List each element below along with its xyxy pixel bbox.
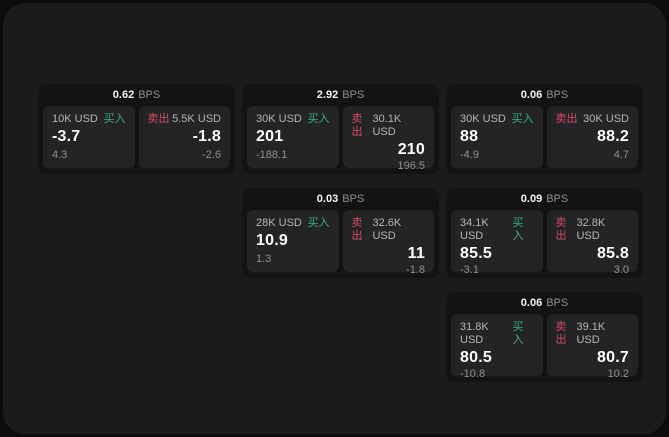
bps-value: 0.09 (520, 193, 543, 205)
buy-panel[interactable]: 30K USD 买入 88 -4.9 (451, 106, 543, 168)
bps-unit: BPS (342, 89, 365, 101)
quote-card[interactable]: 0.06 BPS 31.8K USD 买入 80.5 -10.8 卖出 39.1… (446, 292, 643, 382)
buy-sub-value: 4.3 (52, 149, 68, 161)
buy-side-label: 买入 (103, 113, 126, 125)
buy-side-label: 买入 (512, 321, 524, 346)
sell-side-label: 卖出 (555, 217, 567, 242)
buy-sub-value: -3.1 (460, 264, 479, 276)
buy-panel[interactable]: 34.1K USD 买入 85.5 -3.1 (451, 210, 543, 276)
sell-sub-value: -2.6 (202, 149, 221, 161)
sell-sub-value: 3.0 (613, 264, 629, 276)
buy-side-label: 买入 (307, 217, 330, 229)
sell-side-label: 卖出 (147, 113, 170, 125)
buy-amount: 31.8K USD (460, 321, 489, 346)
buy-amount: 30K USD (256, 113, 302, 125)
buy-price: 85.5 (460, 245, 492, 262)
sell-sub-value: 196.5 (397, 160, 425, 172)
buy-side-label: 买入 (512, 217, 524, 242)
sell-panel[interactable]: 卖出 30K USD 88.2 4.7 (546, 106, 638, 168)
buy-price: -3.7 (52, 128, 81, 145)
sell-amount: 39.1K USD (576, 321, 606, 346)
quote-card[interactable]: 2.92 BPS 30K USD 买入 201 -188.1 卖出 30.1K … (242, 84, 439, 174)
buy-amount: 30K USD (460, 113, 506, 125)
buy-amount: 34.1K USD (460, 217, 489, 242)
buy-amount: 28K USD (256, 217, 302, 229)
buy-panel[interactable]: 28K USD 买入 10.9 1.3 (247, 210, 339, 272)
sell-price: 88.2 (597, 128, 629, 145)
buy-panel[interactable]: 10K USD 买入 -3.7 4.3 (43, 106, 135, 168)
panel-group: 30K USD 买入 201 -188.1 卖出 30.1K USD 210 1… (242, 106, 439, 172)
panel-group: 10K USD 买入 -3.7 4.3 卖出 5.5K USD -1.8 -2.… (38, 106, 235, 168)
buy-price: 80.5 (460, 349, 492, 366)
buy-sub-value: -4.9 (460, 149, 479, 161)
sell-price: -1.8 (192, 128, 221, 145)
sell-amount: 32.8K USD (576, 217, 606, 242)
sell-side-label: 卖出 (555, 113, 578, 125)
bps-value: 2.92 (316, 89, 339, 101)
sell-sub-value: -1.8 (406, 264, 425, 276)
sell-amount: 30K USD (583, 113, 629, 125)
card-header: 2.92 BPS (242, 84, 439, 106)
bps-value: 0.06 (520, 297, 543, 309)
sell-price: 210 (397, 141, 425, 158)
card-header: 0.09 BPS (446, 188, 643, 210)
sell-panel[interactable]: 卖出 39.1K USD 80.7 10.2 (546, 314, 638, 380)
sell-amount: 30.1K USD (372, 113, 402, 138)
bps-value: 0.62 (112, 89, 135, 101)
sell-panel[interactable]: 卖出 30.1K USD 210 196.5 (342, 106, 434, 172)
sell-side-label: 卖出 (351, 113, 363, 138)
buy-price: 201 (256, 128, 284, 145)
sell-panel[interactable]: 卖出 32.8K USD 85.8 3.0 (546, 210, 638, 276)
quote-card[interactable]: 0.62 BPS 10K USD 买入 -3.7 4.3 卖出 5.5K USD (38, 84, 235, 174)
bps-value: 0.03 (316, 193, 339, 205)
sell-panel[interactable]: 卖出 5.5K USD -1.8 -2.6 (138, 106, 230, 168)
card-header: 0.06 BPS (446, 84, 643, 106)
buy-amount: 10K USD (52, 113, 98, 125)
buy-price: 10.9 (256, 232, 288, 249)
panel-group: 34.1K USD 买入 85.5 -3.1 卖出 32.8K USD 85.8… (446, 210, 643, 276)
buy-sub-value: -10.8 (460, 368, 486, 380)
sell-sub-value: 4.7 (613, 149, 629, 161)
sell-panel[interactable]: 卖出 32.6K USD 11 -1.8 (342, 210, 434, 276)
buy-side-label: 买入 (307, 113, 330, 125)
buy-panel[interactable]: 31.8K USD 买入 80.5 -10.8 (451, 314, 543, 380)
panel-group: 30K USD 买入 88 -4.9 卖出 30K USD 88.2 4.7 (446, 106, 643, 168)
buy-sub-value: -188.1 (256, 149, 288, 161)
sell-price: 11 (407, 245, 425, 262)
buy-side-label: 买入 (511, 113, 534, 125)
bps-unit: BPS (546, 297, 569, 309)
sell-amount: 32.6K USD (372, 217, 402, 242)
bps-value: 0.06 (520, 89, 543, 101)
sell-sub-value: 10.2 (607, 368, 629, 380)
bps-unit: BPS (546, 89, 569, 101)
sell-side-label: 卖出 (351, 217, 363, 242)
sell-price: 85.8 (597, 245, 629, 262)
sell-side-label: 卖出 (555, 321, 567, 346)
bps-unit: BPS (138, 89, 161, 101)
buy-sub-value: 1.3 (256, 253, 272, 265)
card-header: 0.03 BPS (242, 188, 439, 210)
bps-unit: BPS (546, 193, 569, 205)
card-header: 0.06 BPS (446, 292, 643, 314)
quote-card[interactable]: 0.06 BPS 30K USD 买入 88 -4.9 卖出 30K USD (446, 84, 643, 174)
buy-price: 88 (460, 128, 479, 145)
app-window: 0.62 BPS 10K USD 买入 -3.7 4.3 卖出 5.5K USD (3, 3, 666, 434)
panel-group: 31.8K USD 买入 80.5 -10.8 卖出 39.1K USD 80.… (446, 314, 643, 380)
buy-panel[interactable]: 30K USD 买入 201 -188.1 (247, 106, 339, 168)
quote-card[interactable]: 0.09 BPS 34.1K USD 买入 85.5 -3.1 卖出 32.8K… (446, 188, 643, 278)
card-header: 0.62 BPS (38, 84, 235, 106)
bps-unit: BPS (342, 193, 365, 205)
sell-amount: 5.5K USD (172, 113, 221, 125)
quote-card[interactable]: 0.03 BPS 28K USD 买入 10.9 1.3 卖出 32.6K US… (242, 188, 439, 278)
sell-price: 80.7 (597, 349, 629, 366)
panel-group: 28K USD 买入 10.9 1.3 卖出 32.6K USD 11 -1.8 (242, 210, 439, 276)
